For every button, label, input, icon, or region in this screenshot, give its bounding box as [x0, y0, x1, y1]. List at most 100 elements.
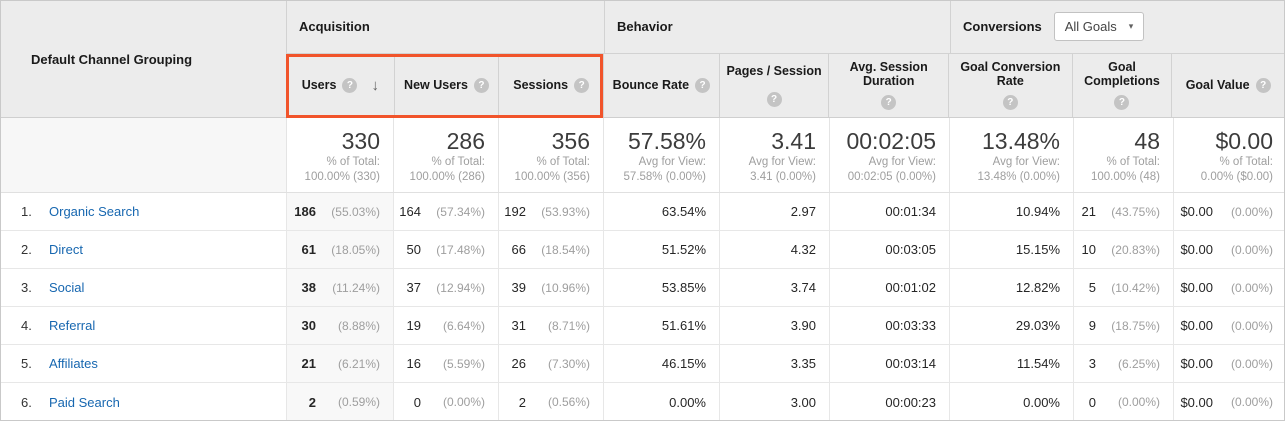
channel-link[interactable]: Direct — [49, 242, 83, 257]
sessions-cell: 39 (10.96%) — [498, 269, 603, 306]
goals-dropdown-value: All Goals — [1064, 19, 1117, 35]
avg-session-duration-cell: 00:01:02 — [829, 269, 949, 306]
goal-value-cell: $0.00 (0.00%) — [1173, 383, 1284, 420]
avg-session-duration-cell: 00:03:05 — [829, 231, 949, 268]
summary-new-users: 286 % of Total: 100.00% (286) — [393, 118, 498, 192]
bounce-rate-cell: 51.52% — [603, 231, 719, 268]
pages-per-session-cell: 4.32 — [719, 231, 829, 268]
help-icon[interactable]: ? — [342, 77, 358, 93]
channel-cell: 4. Referral — [1, 307, 286, 344]
summary-users: 330 % of Total: 100.00% (330) — [286, 118, 393, 192]
goal-completions-cell: 21 (43.75%) — [1073, 193, 1173, 230]
goal-completions-cell: 0 (0.00%) — [1073, 383, 1173, 420]
bounce-rate-cell: 0.00% — [603, 383, 719, 420]
table-row: 2. Direct 61 (18.05%) 50 (17.48%) 66 (18… — [1, 231, 1284, 269]
table-row: 1. Organic Search 186 (55.03%) 164 (57.3… — [1, 193, 1284, 231]
column-header-pages-per-session[interactable]: Pages / Session ? — [718, 53, 829, 117]
help-icon[interactable]: ? — [1255, 77, 1271, 93]
column-header-new-users[interactable]: New Users ? — [393, 53, 499, 117]
users-cell: 38 (11.24%) — [286, 269, 393, 306]
sessions-cell: 26 (7.30%) — [498, 345, 603, 382]
help-icon[interactable]: ? — [1002, 95, 1018, 111]
goal-value-cell: $0.00 (0.00%) — [1173, 231, 1284, 268]
bounce-rate-cell: 51.61% — [603, 307, 719, 344]
goal-conversion-rate-cell: 10.94% — [949, 193, 1073, 230]
users-cell: 2 (0.59%) — [286, 383, 393, 420]
table-body: 1. Organic Search 186 (55.03%) 164 (57.3… — [1, 193, 1284, 420]
goal-completions-cell: 10 (20.83%) — [1073, 231, 1173, 268]
sessions-cell: 66 (18.54%) — [498, 231, 603, 268]
column-header-goal-completions[interactable]: Goal Completions ? — [1071, 53, 1172, 117]
help-icon[interactable]: ? — [473, 77, 489, 93]
summary-goal-completions: 48 % of Total: 100.00% (48) — [1073, 118, 1173, 192]
bounce-rate-cell: 63.54% — [603, 193, 719, 230]
dimension-header[interactable]: Default Channel Grouping — [31, 51, 193, 67]
channel-cell: 2. Direct — [1, 231, 286, 268]
summary-goal-value: $0.00 % of Total: 0.00% ($0.00) — [1173, 118, 1284, 192]
pages-per-session-cell: 3.74 — [719, 269, 829, 306]
column-header-goal-conversion-rate[interactable]: Goal Conversion Rate ? — [948, 53, 1072, 117]
users-cell: 21 (6.21%) — [286, 345, 393, 382]
row-rank: 6. — [21, 394, 32, 410]
new-users-cell: 0 (0.00%) — [393, 383, 498, 420]
channel-cell: 5. Affiliates — [1, 345, 286, 382]
goal-completions-cell: 5 (10.42%) — [1073, 269, 1173, 306]
chevron-down-icon: ▾ — [1128, 21, 1134, 32]
sort-descending-icon: ↓ — [371, 76, 379, 94]
group-conversions-label: Conversions — [963, 19, 1042, 35]
group-acquisition: Acquisition — [299, 19, 370, 35]
avg-session-duration-cell: 00:00:23 — [829, 383, 949, 420]
channel-link[interactable]: Social — [49, 280, 85, 295]
summary-sessions: 356 % of Total: 100.00% (356) — [498, 118, 603, 192]
channel-link[interactable]: Referral — [49, 318, 96, 333]
goal-conversion-rate-cell: 12.82% — [949, 269, 1073, 306]
column-header-sessions[interactable]: Sessions ? — [498, 53, 603, 117]
goal-value-cell: $0.00 (0.00%) — [1173, 345, 1284, 382]
help-icon[interactable]: ? — [1114, 95, 1130, 111]
channel-link[interactable]: Affiliates — [49, 356, 98, 371]
summary-pages-per-session: 3.41 Avg for View: 3.41 (0.00%) — [719, 118, 829, 192]
summary-goal-conversion-rate: 13.48% Avg for View: 13.48% (0.00%) — [949, 118, 1073, 192]
column-header-users[interactable]: Users ? ↓ — [301, 76, 379, 94]
help-icon[interactable]: ? — [766, 91, 782, 107]
help-icon[interactable]: ? — [881, 95, 897, 111]
avg-session-duration-cell: 00:03:33 — [829, 307, 949, 344]
users-cell: 30 (8.88%) — [286, 307, 393, 344]
sessions-cell: 31 (8.71%) — [498, 307, 603, 344]
new-users-cell: 37 (12.94%) — [393, 269, 498, 306]
goal-conversion-rate-cell: 29.03% — [949, 307, 1073, 344]
help-icon[interactable]: ? — [695, 77, 711, 93]
goal-completions-cell: 3 (6.25%) — [1073, 345, 1173, 382]
summary-bounce-rate: 57.58% Avg for View: 57.58% (0.00%) — [603, 118, 719, 192]
row-rank: 1. — [21, 204, 32, 219]
column-header-goal-value[interactable]: Goal Value ? — [1171, 53, 1284, 117]
pages-per-session-cell: 3.00 — [719, 383, 829, 420]
channel-cell: 1. Organic Search — [1, 193, 286, 230]
group-conversions: Conversions All Goals ▾ — [950, 1, 1284, 53]
column-header-avg-session-duration[interactable]: Avg. Session Duration ? — [828, 53, 948, 117]
channel-link[interactable]: Paid Search — [49, 394, 120, 410]
row-rank: 2. — [21, 242, 32, 257]
channel-link[interactable]: Organic Search — [49, 204, 140, 219]
avg-session-duration-cell: 00:03:14 — [829, 345, 949, 382]
goal-value-cell: $0.00 (0.00%) — [1173, 193, 1284, 230]
group-behavior: Behavior — [604, 1, 950, 53]
goals-dropdown[interactable]: All Goals ▾ — [1053, 12, 1145, 42]
column-header-row: Users ? ↓ New Users ? Sessions ? Bounce … — [287, 53, 1284, 117]
group-header-row: Acquisition Behavior Conversions All Goa… — [287, 1, 1284, 54]
channel-cell: 3. Social — [1, 269, 286, 306]
pages-per-session-cell: 3.90 — [719, 307, 829, 344]
row-rank: 3. — [21, 280, 32, 295]
table-row: 5. Affiliates 21 (6.21%) 16 (5.59%) 26 (… — [1, 345, 1284, 383]
help-icon[interactable]: ? — [574, 77, 590, 93]
pages-per-session-cell: 3.35 — [719, 345, 829, 382]
goal-conversion-rate-cell: 0.00% — [949, 383, 1073, 420]
channel-cell: 6. Paid Search — [1, 383, 286, 420]
table-row: 6. Paid Search 2 (0.59%) 0 (0.00%) 2 (0.… — [1, 383, 1284, 420]
goal-conversion-rate-cell: 11.54% — [949, 345, 1073, 382]
column-header-bounce-rate[interactable]: Bounce Rate ? — [603, 53, 719, 117]
sessions-cell: 192 (53.93%) — [498, 193, 603, 230]
summary-row: 330 % of Total: 100.00% (330) 286 % of T… — [1, 118, 1284, 193]
avg-session-duration-cell: 00:01:34 — [829, 193, 949, 230]
